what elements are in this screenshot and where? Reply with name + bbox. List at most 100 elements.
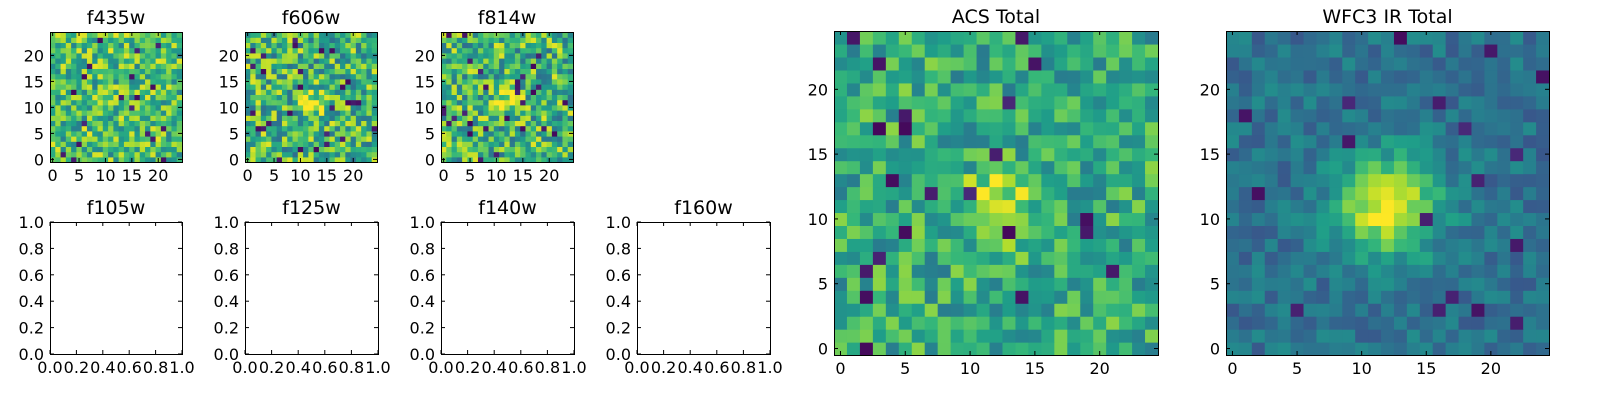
heatmap-cell: [872, 290, 887, 304]
heatmap-cell: [318, 68, 325, 75]
y-tick-label: 20: [219, 46, 239, 65]
heatmap-cell: [1523, 290, 1537, 304]
heatmap-cell: [155, 63, 162, 69]
heatmap-cell: [266, 151, 272, 158]
heatmap-cell: [477, 94, 484, 101]
heatmap-cell: [1368, 199, 1382, 214]
heatmap-cell: [1290, 147, 1305, 162]
heatmap-cell: [108, 58, 114, 64]
heatmap-cell: [1536, 329, 1550, 343]
heatmap-cell: [520, 78, 527, 85]
heatmap-cell: [334, 42, 341, 49]
heatmap-cell: [1381, 316, 1395, 330]
heatmap-cell: [92, 73, 99, 80]
heatmap-cell: [113, 110, 120, 116]
heatmap-cell: [86, 37, 93, 43]
heatmap-cell: [514, 78, 521, 85]
heatmap-cell: [525, 84, 532, 90]
y-tick-label: 20: [808, 80, 828, 99]
heatmap-cell: [102, 125, 109, 132]
heatmap-cell: [355, 120, 362, 127]
heatmap-cell: [118, 130, 125, 137]
heatmap-cell: [1132, 316, 1146, 330]
heatmap-cell: [541, 125, 548, 132]
heatmap-cell: [371, 84, 378, 90]
heatmap-cell: [1264, 225, 1279, 239]
heatmap-cell: [108, 151, 114, 158]
heatmap-cell: [1041, 186, 1055, 201]
heatmap-cell: [477, 78, 484, 85]
heatmap-cell: [1093, 212, 1107, 226]
y-tick-label: 0.2: [19, 319, 44, 338]
heatmap-cell: [1226, 186, 1240, 201]
heatmap-cell: [134, 125, 141, 132]
heatmap-cell: [557, 104, 564, 111]
heatmap-cell: [1445, 108, 1460, 123]
heatmap-cell: [366, 94, 373, 101]
heatmap-cell: [525, 151, 532, 158]
heatmap-cell: [1054, 95, 1068, 110]
heatmap-cell: [145, 110, 151, 116]
heatmap-cell: [108, 73, 114, 80]
heatmap-cell: [1471, 238, 1485, 252]
heatmap-cell: [92, 115, 99, 121]
heatmap-cell: [1484, 329, 1498, 343]
heatmap-cell: [509, 89, 516, 95]
y-tick-label: 0.8: [410, 239, 435, 258]
heatmap-cell: [562, 94, 569, 101]
heatmap-cell: [166, 104, 173, 111]
heatmap-cell: [123, 32, 130, 38]
axes-frame: [834, 31, 1159, 356]
heatmap-cell: [446, 89, 453, 95]
heatmap-cell: [551, 99, 558, 106]
heatmap-cell: [371, 63, 378, 69]
heatmap-cell: [139, 146, 146, 153]
heatmap-cell: [1329, 316, 1343, 330]
heatmap-cell: [150, 94, 157, 101]
heatmap-cell: [1510, 251, 1524, 265]
heatmap-cell: [514, 68, 521, 75]
heatmap-cell: [366, 52, 373, 59]
heatmap-cell: [1067, 316, 1081, 330]
heatmap-cell: [1329, 251, 1343, 265]
heatmap-cell: [150, 120, 157, 127]
heatmap-cell: [271, 125, 278, 132]
heatmap-cell: [1329, 108, 1343, 123]
heatmap-cell: [1316, 238, 1330, 252]
heatmap-cell: [145, 115, 151, 121]
heatmap-cell: [102, 120, 109, 127]
heatmap-cell: [504, 146, 511, 153]
heatmap-cell: [334, 99, 341, 106]
heatmap-cell: [963, 108, 978, 123]
heatmap-cell: [76, 136, 83, 142]
heatmap-cell: [536, 37, 542, 43]
heatmap-cell: [885, 316, 900, 330]
heatmap-cell: [1316, 160, 1330, 175]
heatmap-cell: [150, 146, 157, 153]
heatmap-cell: [118, 141, 125, 147]
heatmap-cell: [123, 104, 130, 111]
heatmap-cell: [123, 37, 130, 43]
heatmap-cell: [60, 52, 67, 59]
axes-frame: [50, 32, 183, 163]
heatmap-cell: [1002, 316, 1017, 330]
heatmap-cell: [504, 99, 511, 106]
heatmap-cell: [834, 186, 848, 201]
heatmap-cell: [355, 89, 362, 95]
heatmap-cell: [456, 58, 463, 64]
heatmap-cell: [345, 136, 352, 142]
heatmap-cell: [287, 141, 294, 147]
y-tick-label: 0.0: [214, 345, 239, 364]
heatmap-cell: [271, 104, 278, 111]
heatmap-cell: [446, 156, 453, 163]
heatmap-cell: [1523, 121, 1537, 136]
heatmap-cell: [989, 290, 1004, 304]
heatmap-cell: [462, 146, 468, 153]
heatmap-cell: [313, 52, 320, 59]
heatmap-cell: [134, 42, 141, 49]
heatmap-cell: [340, 151, 346, 158]
heatmap-cell: [911, 95, 926, 110]
heatmap-cell: [176, 47, 183, 54]
heatmap-cell: [483, 115, 490, 121]
